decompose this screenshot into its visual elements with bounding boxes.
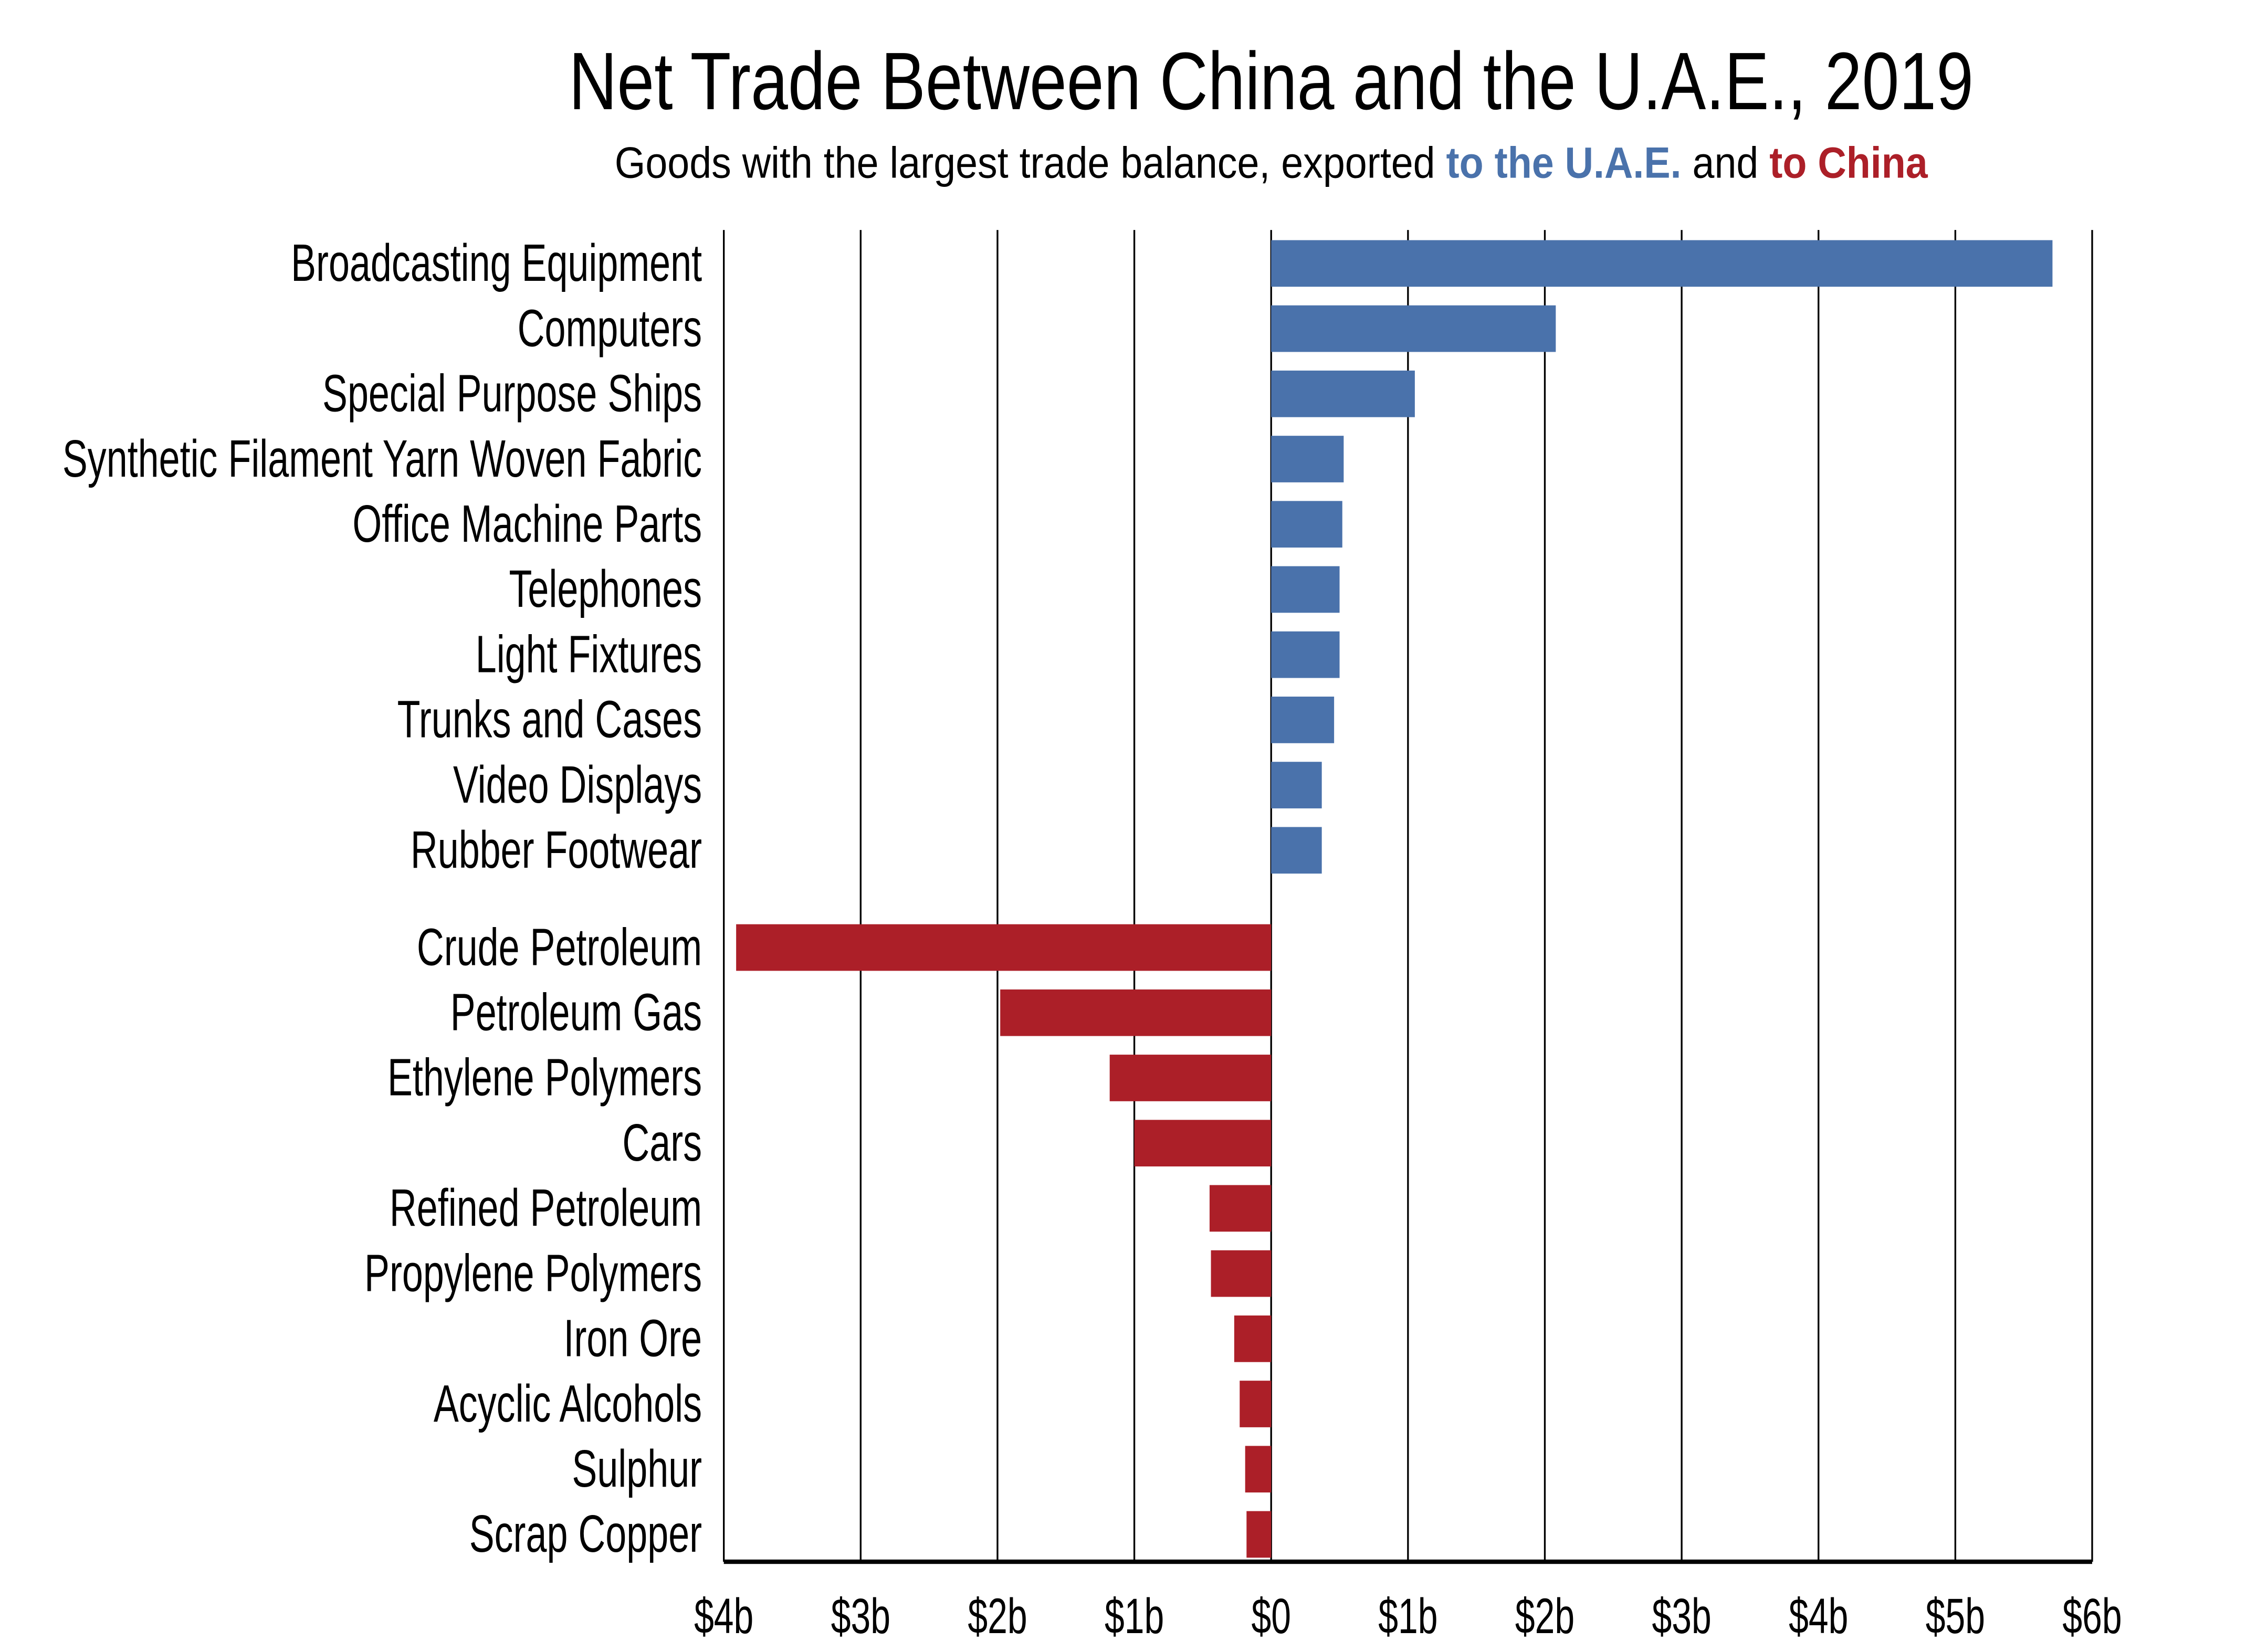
category-label: Video Displays xyxy=(453,755,702,814)
bar-to_china xyxy=(1245,1446,1272,1493)
category-label: Computers xyxy=(518,299,702,357)
bar-to_uae xyxy=(1271,501,1342,548)
x-tick-label: $6b xyxy=(2062,1589,2122,1644)
grid xyxy=(723,230,2093,1564)
x-tick-label: $4b xyxy=(1789,1589,1848,1644)
bar-to_china xyxy=(1134,1120,1272,1167)
x-tick-label: $1b xyxy=(1378,1589,1437,1644)
bar-to_china xyxy=(1246,1511,1272,1558)
bar-to_china xyxy=(1211,1250,1272,1297)
x-tick-label: $2b xyxy=(968,1589,1027,1644)
category-labels: Broadcasting Equipment Computers Special P… xyxy=(62,234,702,1563)
bar-to_uae xyxy=(1271,305,1556,352)
category-label: Refined Petroleum xyxy=(390,1179,702,1237)
chart-subtitle: Goods with the largest trade balance, ex… xyxy=(615,138,1928,187)
category-label: Crude Petroleum xyxy=(417,918,702,976)
bar-to_uae xyxy=(1271,370,1415,417)
bar-to_uae xyxy=(1271,566,1340,613)
category-label: Cars xyxy=(622,1113,702,1172)
category-label: Broadcasting Equipment xyxy=(291,234,702,292)
bar-to_china xyxy=(1240,1381,1272,1427)
category-label: Light Fixtures xyxy=(476,625,702,683)
chart-title: Net Trade Between China and the U.A.E., … xyxy=(569,35,1973,127)
category-label: Sulphur xyxy=(572,1440,702,1498)
category-label: Scrap Copper xyxy=(469,1505,702,1563)
bar-to_china xyxy=(1234,1315,1272,1362)
bar-to_uae xyxy=(1271,436,1344,482)
category-label: Telephones xyxy=(509,560,702,618)
x-tick-label: $2b xyxy=(1515,1589,1574,1644)
bars xyxy=(736,240,2053,1558)
bar-to_uae xyxy=(1271,697,1335,743)
category-label: Petroleum Gas xyxy=(450,983,702,1041)
x-tick-label: $3b xyxy=(1652,1589,1712,1644)
bar-to_china xyxy=(736,924,1272,971)
bar-to_uae xyxy=(1271,762,1322,808)
bar-to_china xyxy=(1209,1185,1272,1232)
x-axis-ticks: $4b $3b $2b $1b $0 $1b $2b $3b $4b $5b $6b xyxy=(694,1589,2122,1644)
x-tick-label: $4b xyxy=(694,1589,753,1644)
subtitle-china: to China xyxy=(1769,138,1928,187)
category-label: Trunks and Cases xyxy=(397,690,702,749)
category-label: Ethylene Polymers xyxy=(387,1048,702,1107)
x-tick-label: $1b xyxy=(1105,1589,1164,1644)
category-label: Acyclic Alcohols xyxy=(434,1374,702,1433)
subtitle-prefix: Goods with the largest trade balance, ex… xyxy=(615,138,1446,187)
subtitle-uae: to the U.A.E. xyxy=(1446,138,1682,187)
bar-to_uae xyxy=(1271,240,2053,287)
category-label: Propylene Polymers xyxy=(364,1244,702,1302)
bar-to_china xyxy=(1000,989,1272,1036)
x-tick-label: $5b xyxy=(1926,1589,1985,1644)
category-label: Iron Ore xyxy=(564,1309,702,1367)
x-tick-label: $3b xyxy=(831,1589,890,1644)
category-label: Office Machine Parts xyxy=(352,494,702,553)
category-label: Synthetic Filament Yarn Woven Fabric xyxy=(62,429,702,488)
category-label: Rubber Footwear xyxy=(411,821,702,879)
category-label: Special Purpose Ships xyxy=(322,364,702,423)
bar-to_china xyxy=(1109,1055,1272,1101)
bar-to_uae xyxy=(1271,827,1322,874)
x-tick-label: $0 xyxy=(1251,1589,1290,1644)
subtitle-middle: and xyxy=(1682,138,1770,187)
bar-to_uae xyxy=(1271,631,1340,678)
